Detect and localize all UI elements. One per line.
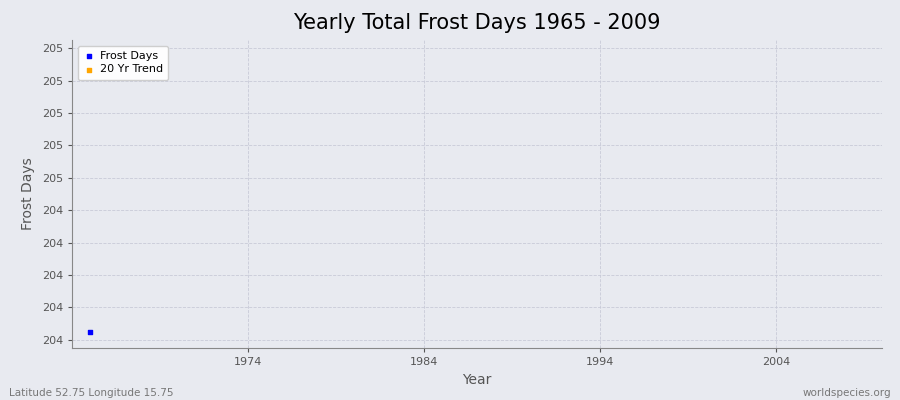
Title: Yearly Total Frost Days 1965 - 2009: Yearly Total Frost Days 1965 - 2009: [293, 13, 661, 33]
Frost Days: [83, 328, 97, 335]
Text: worldspecies.org: worldspecies.org: [803, 388, 891, 398]
Y-axis label: Frost Days: Frost Days: [21, 158, 35, 230]
X-axis label: Year: Year: [463, 372, 491, 386]
Text: Latitude 52.75 Longitude 15.75: Latitude 52.75 Longitude 15.75: [9, 388, 174, 398]
Legend: Frost Days, 20 Yr Trend: Frost Days, 20 Yr Trend: [77, 46, 168, 80]
